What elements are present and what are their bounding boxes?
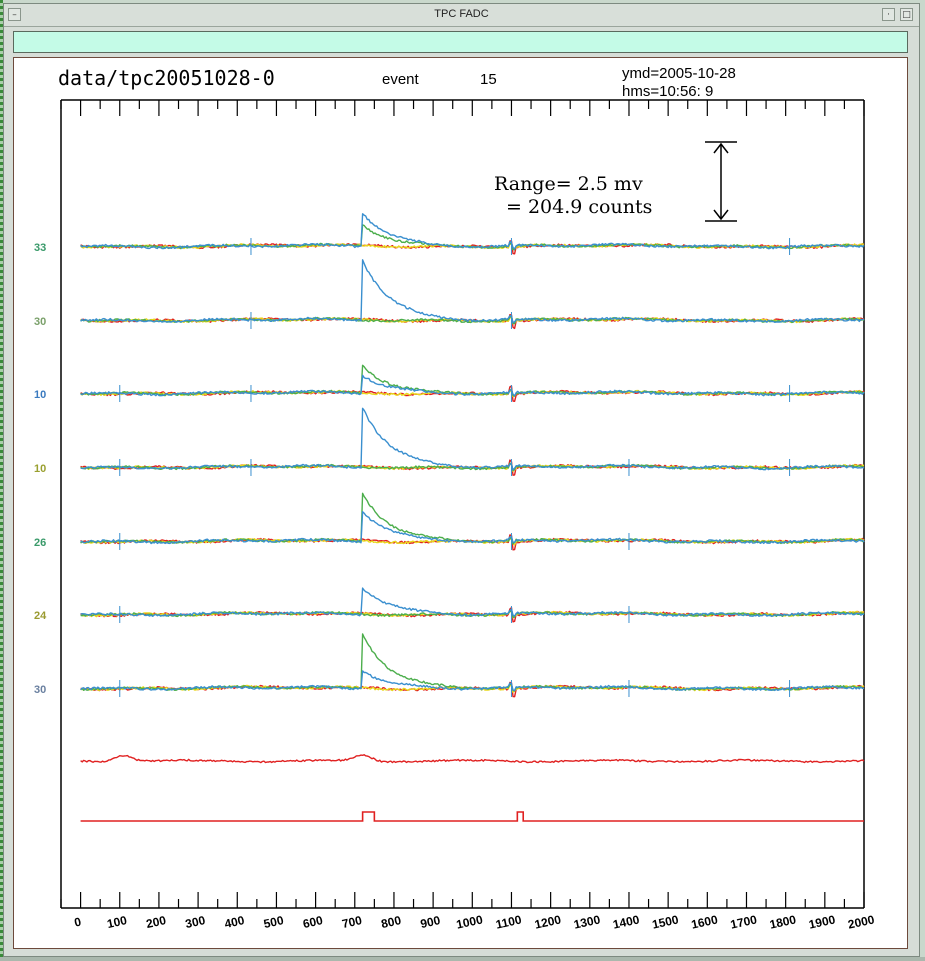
x-tick-label: 1800: [768, 912, 797, 931]
window-menu-button[interactable]: –: [8, 8, 21, 21]
minimize-button[interactable]: ·: [882, 8, 895, 21]
x-tick-label: 100: [106, 913, 129, 931]
channel-trace-7-green: [80, 633, 865, 692]
trigger-trace: [80, 811, 864, 822]
message-bar: [13, 31, 908, 53]
x-tick-label: 1700: [729, 912, 758, 931]
channel-trace-2-blue: [80, 259, 865, 324]
channel-label: 30: [34, 684, 46, 696]
x-tick-label: 1300: [572, 912, 601, 931]
channel-trace-6-blue: [80, 587, 864, 617]
channel-trace-1-blue: [80, 213, 865, 250]
channel-trace-7-blue: [80, 670, 864, 692]
title-bar[interactable]: – TPC FADC · □: [4, 4, 919, 27]
x-tick-label: 2000: [847, 912, 876, 931]
range-scale-bar: [705, 141, 737, 222]
x-tick-label: 700: [341, 913, 364, 931]
event-number: 15: [480, 71, 497, 88]
plot-axes: 0 100 200 300 400 500 600 700 800 900 1000 1100 1200…: [60, 99, 876, 932]
window-title: TPC FADC: [434, 8, 489, 20]
range-text-mv: Range= 2.5 mv: [494, 173, 643, 195]
channel-labels: 33 30 10 10 26 24 30: [34, 242, 47, 696]
hms-stamp: hms=10:56: 9: [622, 83, 713, 100]
bottom-border: [0, 957, 925, 961]
x-tick-label: 800: [380, 913, 403, 931]
x-tick-label: 1200: [533, 912, 562, 931]
fadc-plot: data/tpc20051028-0 event 15 ymd=2005-10-…: [34, 65, 876, 932]
fadc-window: – TPC FADC · □ data/tpc20051028-0 event …: [3, 3, 920, 957]
x-tick-label: 300: [184, 913, 207, 931]
x-tick-label: 1500: [651, 912, 680, 931]
x-tick-label: 1400: [612, 912, 641, 931]
channel-trace-3-blue: [80, 374, 865, 397]
trace-area: [80, 213, 865, 822]
ymd-stamp: ymd=2005-10-28: [622, 65, 736, 82]
x-tick-label: 1000: [455, 912, 484, 931]
channel-label: 26: [34, 537, 46, 549]
plot-canvas: data/tpc20051028-0 event 15 ymd=2005-10-…: [13, 57, 908, 949]
range-text-counts: = 204.9 counts: [506, 196, 652, 218]
channel-label: 30: [34, 316, 46, 328]
channel-label: 24: [34, 610, 47, 622]
left-border: [0, 0, 3, 961]
x-tick-label: 900: [419, 913, 442, 931]
x-tick-label: 1900: [807, 912, 836, 931]
x-tick-label: 0: [73, 914, 83, 929]
x-tick-label: 400: [223, 913, 246, 931]
x-tick-label: 1100: [494, 912, 523, 931]
x-tick-label: 200: [145, 913, 168, 931]
channel-trace-5-green: [80, 492, 865, 545]
event-label: event: [382, 71, 420, 88]
x-tick-label: 600: [302, 913, 325, 931]
x-tick-label: 1600: [690, 912, 719, 931]
maximize-button[interactable]: □: [900, 8, 913, 21]
channel-label: 10: [34, 389, 46, 401]
file-name: data/tpc20051028-0: [58, 66, 275, 90]
channel-trace-5-blue: [80, 511, 865, 545]
channel-label: 10: [34, 463, 46, 475]
analog-sum-trace: [80, 754, 865, 764]
channel-trace-4-blue: [80, 407, 865, 471]
x-tick-label: 500: [262, 913, 285, 931]
channel-label: 33: [34, 242, 46, 254]
